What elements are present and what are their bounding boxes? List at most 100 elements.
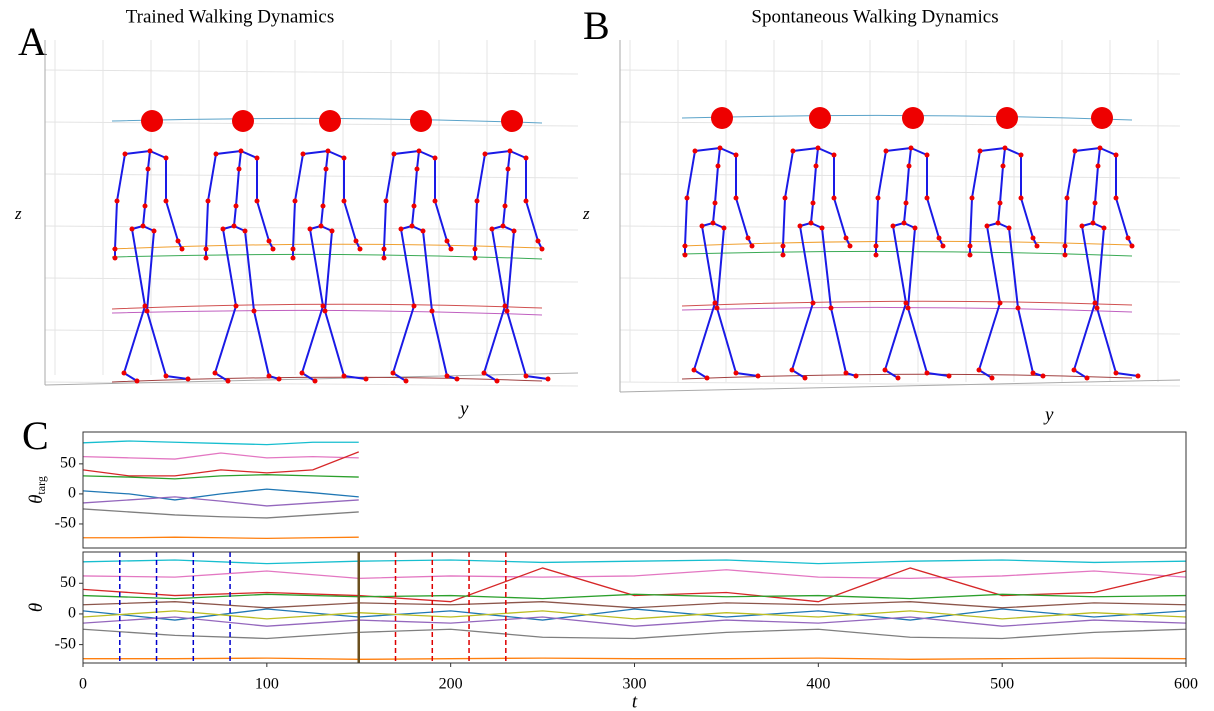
- plot-area: [83, 552, 1186, 663]
- y-tick-label: 0: [68, 485, 76, 502]
- joint: [254, 198, 260, 204]
- joint: [715, 163, 721, 169]
- joint: [341, 373, 347, 379]
- joint: [381, 246, 387, 252]
- joint: [1129, 243, 1135, 249]
- bone: [214, 305, 237, 374]
- bone: [235, 168, 240, 207]
- bone: [784, 150, 794, 199]
- bone: [484, 150, 511, 155]
- joint: [175, 238, 181, 244]
- joint: [545, 376, 551, 382]
- grid-3d: [619, 329, 1181, 335]
- joint: [691, 367, 697, 373]
- joint: [444, 373, 450, 379]
- bone: [491, 228, 506, 307]
- bone: [1064, 197, 1068, 247]
- joint: [270, 246, 276, 252]
- y-axis-label: θtarg: [26, 476, 47, 504]
- joint: [416, 148, 422, 154]
- bone: [1096, 307, 1117, 374]
- joint: [1000, 163, 1006, 169]
- bone: [509, 150, 527, 159]
- bone: [253, 310, 270, 377]
- bone: [986, 225, 1001, 304]
- bone: [214, 372, 229, 382]
- bone: [525, 200, 539, 242]
- joint: [940, 243, 946, 249]
- joint: [733, 195, 739, 201]
- joint: [185, 376, 191, 382]
- joint: [254, 155, 260, 161]
- bone: [978, 302, 1001, 371]
- bone: [504, 168, 509, 207]
- head: [1091, 107, 1113, 129]
- joint: [163, 155, 169, 161]
- bone: [999, 165, 1004, 204]
- head: [410, 110, 432, 132]
- bone: [525, 375, 549, 380]
- joint: [142, 203, 148, 209]
- joint: [997, 300, 1003, 306]
- joint: [721, 225, 727, 231]
- series-line: [83, 474, 359, 480]
- bone: [735, 197, 749, 239]
- joint: [323, 166, 329, 172]
- joint: [489, 226, 495, 232]
- bone: [1017, 307, 1034, 374]
- joint: [906, 163, 912, 169]
- joint: [502, 203, 508, 209]
- y-axis-label: θ: [26, 603, 47, 612]
- joint: [151, 228, 157, 234]
- bone: [418, 150, 436, 159]
- bone: [1099, 147, 1117, 156]
- joint: [535, 238, 541, 244]
- joint: [710, 220, 716, 226]
- bone: [506, 230, 515, 312]
- joint: [357, 246, 363, 252]
- joint: [203, 255, 209, 261]
- y-tick-label: -50: [55, 635, 76, 652]
- joint: [122, 151, 128, 157]
- bone: [716, 227, 725, 309]
- axis-label: y: [458, 398, 469, 419]
- bone: [322, 168, 327, 207]
- bone: [907, 227, 916, 309]
- x-tick-label: 100: [255, 676, 279, 693]
- joint: [290, 255, 296, 261]
- bone: [431, 310, 448, 377]
- joint: [684, 195, 690, 201]
- joint: [946, 373, 952, 379]
- bone: [416, 150, 420, 170]
- series-line: [83, 593, 1186, 600]
- joint: [511, 228, 517, 234]
- trajectory: [681, 373, 1133, 380]
- bone: [979, 147, 1006, 152]
- trajectory: [681, 250, 1133, 257]
- joint: [682, 243, 688, 249]
- bone: [400, 228, 415, 307]
- joint: [905, 305, 911, 311]
- grid-3d: [619, 277, 1181, 283]
- joint: [363, 376, 369, 382]
- joint: [692, 148, 698, 154]
- joint: [121, 370, 127, 376]
- bone: [694, 147, 721, 152]
- bone: [383, 200, 387, 250]
- y-tick-label: 0: [68, 605, 76, 622]
- joint: [420, 228, 426, 234]
- bone: [422, 230, 433, 312]
- bone: [791, 369, 806, 379]
- head: [902, 107, 924, 129]
- bone: [142, 205, 146, 227]
- joint: [790, 148, 796, 154]
- joint: [112, 255, 118, 261]
- joint: [523, 198, 529, 204]
- bone: [910, 147, 928, 156]
- joint: [129, 226, 135, 232]
- x-tick-label: 300: [623, 676, 647, 693]
- series-line: [83, 451, 359, 477]
- joint: [242, 228, 248, 234]
- joint: [500, 223, 506, 229]
